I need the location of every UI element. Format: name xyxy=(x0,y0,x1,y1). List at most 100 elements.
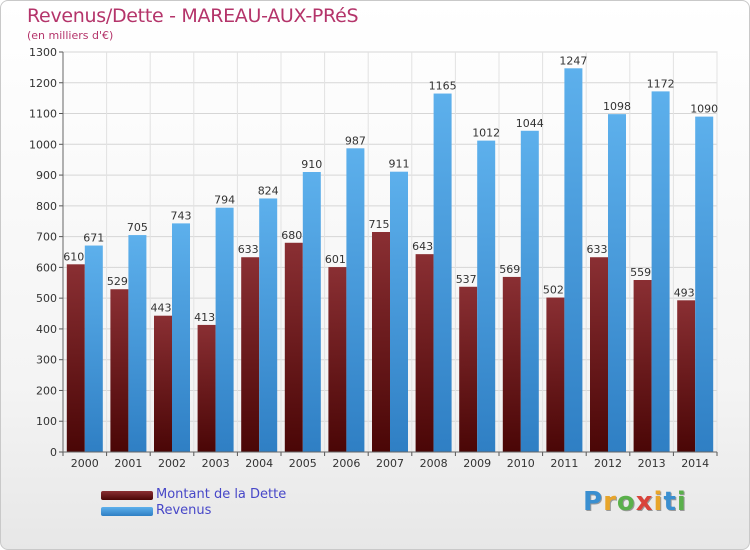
bar-debt xyxy=(66,264,85,452)
bar-revenus xyxy=(215,207,234,452)
bar-revenus xyxy=(172,223,190,452)
logo-letter: i xyxy=(653,487,664,517)
data-label-revenus: 705 xyxy=(127,221,148,234)
x-tick-label: 2006 xyxy=(332,457,360,470)
data-label-debt: 502 xyxy=(543,284,564,297)
data-label-debt: 443 xyxy=(151,302,172,315)
x-tick-label: 2013 xyxy=(638,457,666,470)
data-label-debt: 633 xyxy=(587,243,608,256)
legend-swatch-revenus xyxy=(101,507,153,516)
bar-debt xyxy=(110,289,129,452)
bar-revenus xyxy=(564,68,583,453)
bar-debt xyxy=(415,254,434,452)
legend-swatch-debt xyxy=(101,491,153,500)
x-tick-label: 2009 xyxy=(463,457,491,470)
data-label-debt: 569 xyxy=(499,263,520,276)
x-tick-label: 2010 xyxy=(507,457,535,470)
bar-debt xyxy=(154,315,172,452)
data-label-revenus: 1044 xyxy=(516,117,544,130)
x-tick-label: 2005 xyxy=(289,457,317,470)
data-label-revenus: 911 xyxy=(389,158,410,171)
logo-letter: r xyxy=(603,487,617,517)
bar-debt xyxy=(633,280,652,452)
data-label-revenus: 1098 xyxy=(603,100,631,113)
x-tick-label: 2000 xyxy=(71,457,99,470)
bar-revenus xyxy=(695,116,714,452)
legend-label-revenus: Revenus xyxy=(156,503,212,518)
data-label-debt: 633 xyxy=(238,243,259,256)
y-tick-label: 900 xyxy=(36,169,57,182)
logo-letter: o xyxy=(616,487,636,517)
bar-debt xyxy=(677,300,696,452)
data-label-revenus: 1090 xyxy=(690,103,718,116)
data-label-debt: 537 xyxy=(456,273,477,286)
chart-title: Revenus/Dette - MAREAU-AUX-PRéS xyxy=(27,5,359,27)
y-tick-label: 1300 xyxy=(29,46,57,59)
y-tick-label: 500 xyxy=(36,292,57,305)
logo-letter: t xyxy=(663,487,677,517)
data-label-revenus: 743 xyxy=(171,209,192,222)
y-tick-label: 400 xyxy=(36,323,57,336)
data-label-revenus: 1247 xyxy=(559,54,587,67)
x-tick-label: 2011 xyxy=(550,457,578,470)
bar-revenus xyxy=(608,114,626,453)
data-label-debt: 715 xyxy=(369,218,390,231)
data-label-revenus: 671 xyxy=(83,232,104,245)
x-tick-label: 2003 xyxy=(202,457,230,470)
bar-revenus xyxy=(477,140,496,452)
bar-debt xyxy=(284,242,303,452)
proxiti-logo: Proxiti xyxy=(583,487,687,517)
bar-revenus xyxy=(302,172,321,452)
bar-revenus xyxy=(259,198,278,452)
x-tick-label: 2002 xyxy=(158,457,186,470)
bar-debt xyxy=(241,257,260,452)
data-label-revenus: 987 xyxy=(345,134,366,147)
y-tick-label: 600 xyxy=(36,261,57,274)
bar-debt xyxy=(328,267,347,452)
data-label-revenus: 910 xyxy=(301,158,322,171)
y-tick-label: 700 xyxy=(36,231,57,244)
bar-debt xyxy=(502,276,521,452)
y-tick-label: 1100 xyxy=(29,108,57,121)
x-tick-label: 2001 xyxy=(114,457,142,470)
data-label-revenus: 1172 xyxy=(647,77,675,90)
x-tick-label: 2012 xyxy=(594,457,622,470)
data-label-debt: 559 xyxy=(630,266,651,279)
logo-letter: x xyxy=(635,487,654,517)
y-tick-label: 200 xyxy=(36,384,57,397)
data-label-revenus: 794 xyxy=(214,194,235,207)
data-label-revenus: 824 xyxy=(258,184,279,197)
data-label-revenus: 1012 xyxy=(472,127,500,140)
axes: 0 100 200 300 400 500 600 700 800 900 1000 1100 1200… xyxy=(29,46,718,470)
logo-letter: i xyxy=(676,487,687,517)
y-tick-label: 1000 xyxy=(29,138,57,151)
chart-subtitle: (en milliers d'€) xyxy=(27,29,114,42)
bar-revenus xyxy=(346,148,365,453)
bar-debt xyxy=(459,286,478,452)
x-tick-label: 2008 xyxy=(420,457,448,470)
x-tick-label: 2007 xyxy=(376,457,404,470)
data-label-debt: 610 xyxy=(63,250,84,263)
y-tick-label: 800 xyxy=(36,200,57,213)
y-tick-label: 100 xyxy=(36,415,57,428)
data-labels: 610 671 529 705 443 743 413 794 633 824 680 910 601 9… xyxy=(63,54,718,324)
bar-debt xyxy=(372,232,390,452)
y-tick-label: 0 xyxy=(50,446,57,459)
bar-debt xyxy=(197,324,216,452)
bar-revenus xyxy=(520,130,539,452)
data-label-debt: 601 xyxy=(325,253,346,266)
data-label-debt: 413 xyxy=(194,311,215,324)
bar-revenus xyxy=(390,171,408,452)
data-label-debt: 643 xyxy=(412,240,433,253)
bar-revenus xyxy=(651,91,670,452)
x-tick-label: 2014 xyxy=(681,457,709,470)
data-label-debt: 529 xyxy=(107,275,128,288)
bar-revenus xyxy=(433,93,452,453)
x-tick-label: 2004 xyxy=(245,457,273,470)
bar-debt xyxy=(546,297,565,452)
logo-letter: P xyxy=(583,487,604,517)
bar-debt xyxy=(590,257,608,452)
data-label-debt: 493 xyxy=(674,286,695,299)
